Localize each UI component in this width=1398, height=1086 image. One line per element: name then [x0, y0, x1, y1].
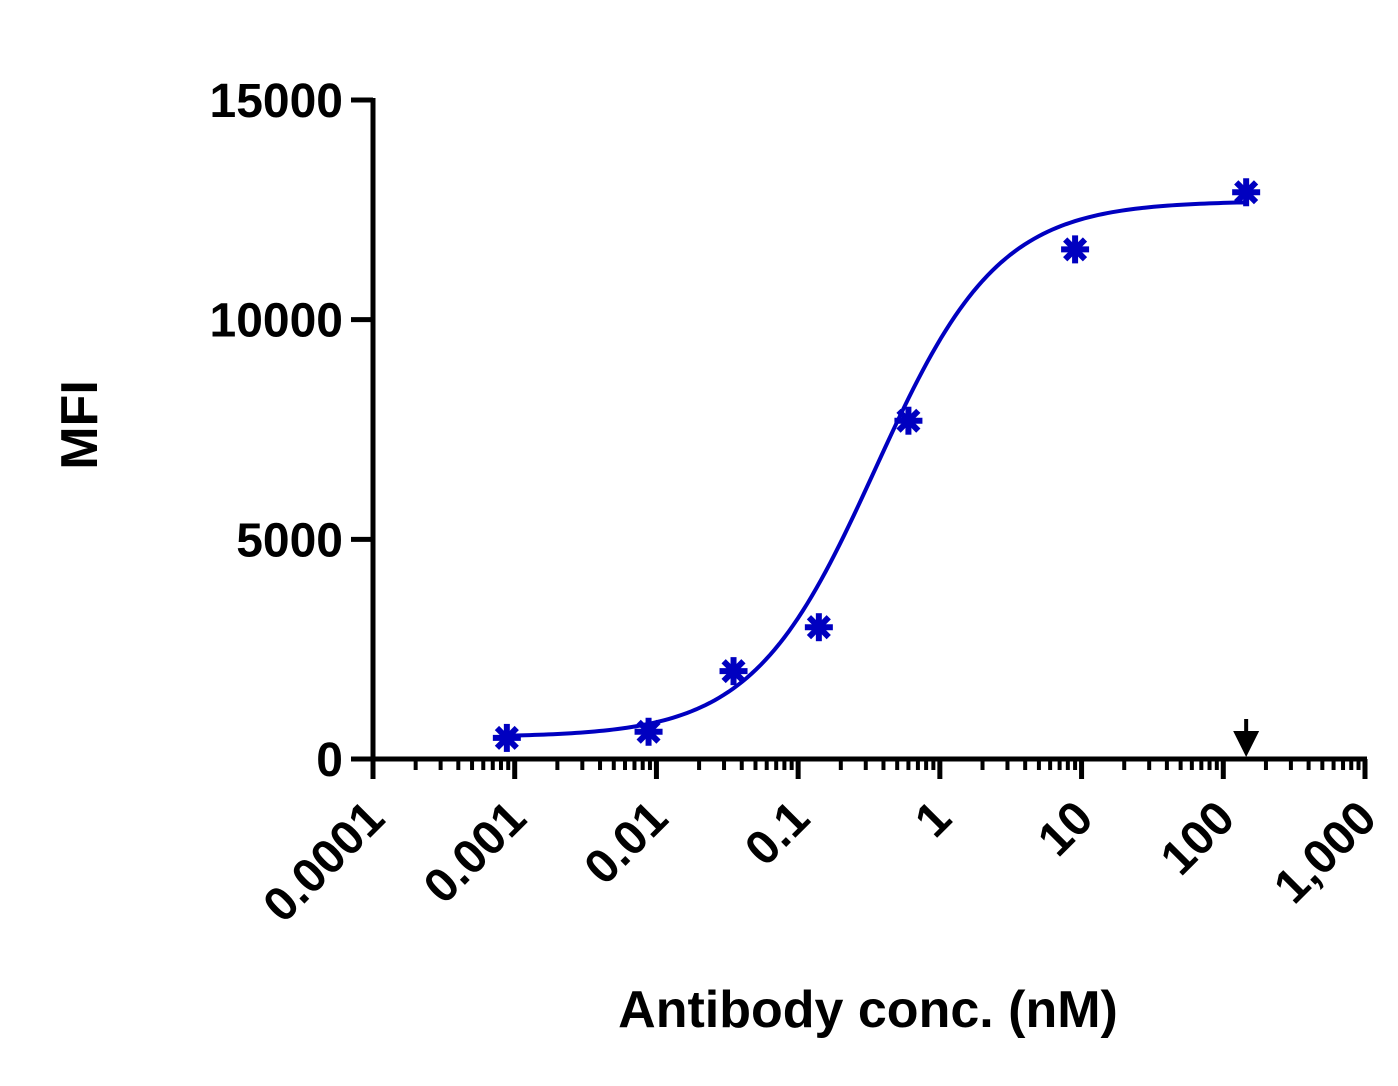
fit-curve: [506, 200, 1247, 738]
y-axis-title: MFI: [51, 380, 109, 470]
fit-curve-layer: [506, 200, 1247, 738]
arrow-marker: [1233, 719, 1260, 757]
x-tick-label: 0.001: [414, 791, 536, 913]
x-tick-label: 10: [1028, 791, 1103, 866]
data-point: [1232, 178, 1261, 207]
x-tick-label: 1: [905, 791, 961, 847]
x-axis-title: Antibody conc. (nM): [618, 981, 1118, 1039]
data-points: [492, 178, 1261, 752]
data-point: [634, 717, 663, 746]
y-tick-label: 15000: [210, 75, 343, 128]
axes: [370, 98, 1367, 762]
x-tick-label: 1,000: [1264, 791, 1386, 913]
data-point: [719, 657, 748, 686]
data-point: [804, 613, 833, 642]
data-point: [894, 406, 923, 435]
annotations: [1233, 719, 1260, 757]
x-tick-label: 0.1: [735, 791, 820, 876]
x-tick-label: 0.0001: [253, 791, 394, 932]
y-tick-label: 10000: [210, 295, 343, 348]
y-tick-label: 0: [316, 734, 343, 787]
x-tick-label: 0.01: [575, 791, 679, 895]
x-tick-label: 100: [1151, 791, 1245, 885]
data-point: [1061, 235, 1090, 264]
data-point: [492, 723, 521, 752]
y-tick-label: 5000: [236, 514, 343, 567]
